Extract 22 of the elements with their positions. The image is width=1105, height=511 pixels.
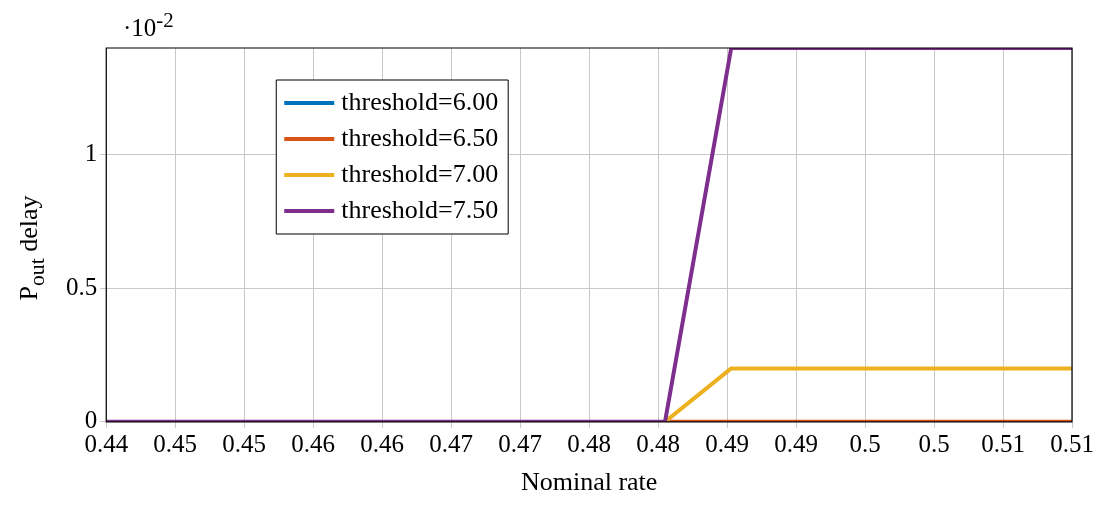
- x-axis-title: Nominal rate: [520, 467, 658, 497]
- legend-label: threshold=6.50: [341, 122, 499, 152]
- x-tick-label: 0.45: [222, 430, 267, 458]
- x-tick-label: 0.49: [774, 430, 818, 458]
- x-tick-label: 0.49: [705, 430, 749, 458]
- legend-label: threshold=7.50: [341, 194, 499, 224]
- legend-label: threshold=6.00: [341, 86, 499, 116]
- x-tick-label: 0.51: [981, 430, 1025, 458]
- x-tick-label: 0.47: [429, 430, 474, 458]
- x-tick-label: 0.46: [360, 430, 405, 458]
- x-tick-label: 0.48: [636, 430, 680, 458]
- x-tick-label: 0.51: [1050, 430, 1094, 458]
- x-tick-label: 0.5: [918, 430, 950, 458]
- x-tick-label: 0.45: [153, 430, 198, 458]
- x-tick-label: 0.46: [291, 430, 336, 458]
- x-tick-label: 0.5: [849, 430, 881, 458]
- y-tick-label: 0.5: [66, 272, 98, 300]
- legend-label: threshold=7.00: [341, 158, 499, 188]
- x-tick-label: 0.48: [567, 430, 611, 458]
- y-tick-label: 1: [84, 139, 98, 167]
- x-tick-label: 0.47: [498, 430, 543, 458]
- text: ·10$^{-2}$: [123, 8, 174, 43]
